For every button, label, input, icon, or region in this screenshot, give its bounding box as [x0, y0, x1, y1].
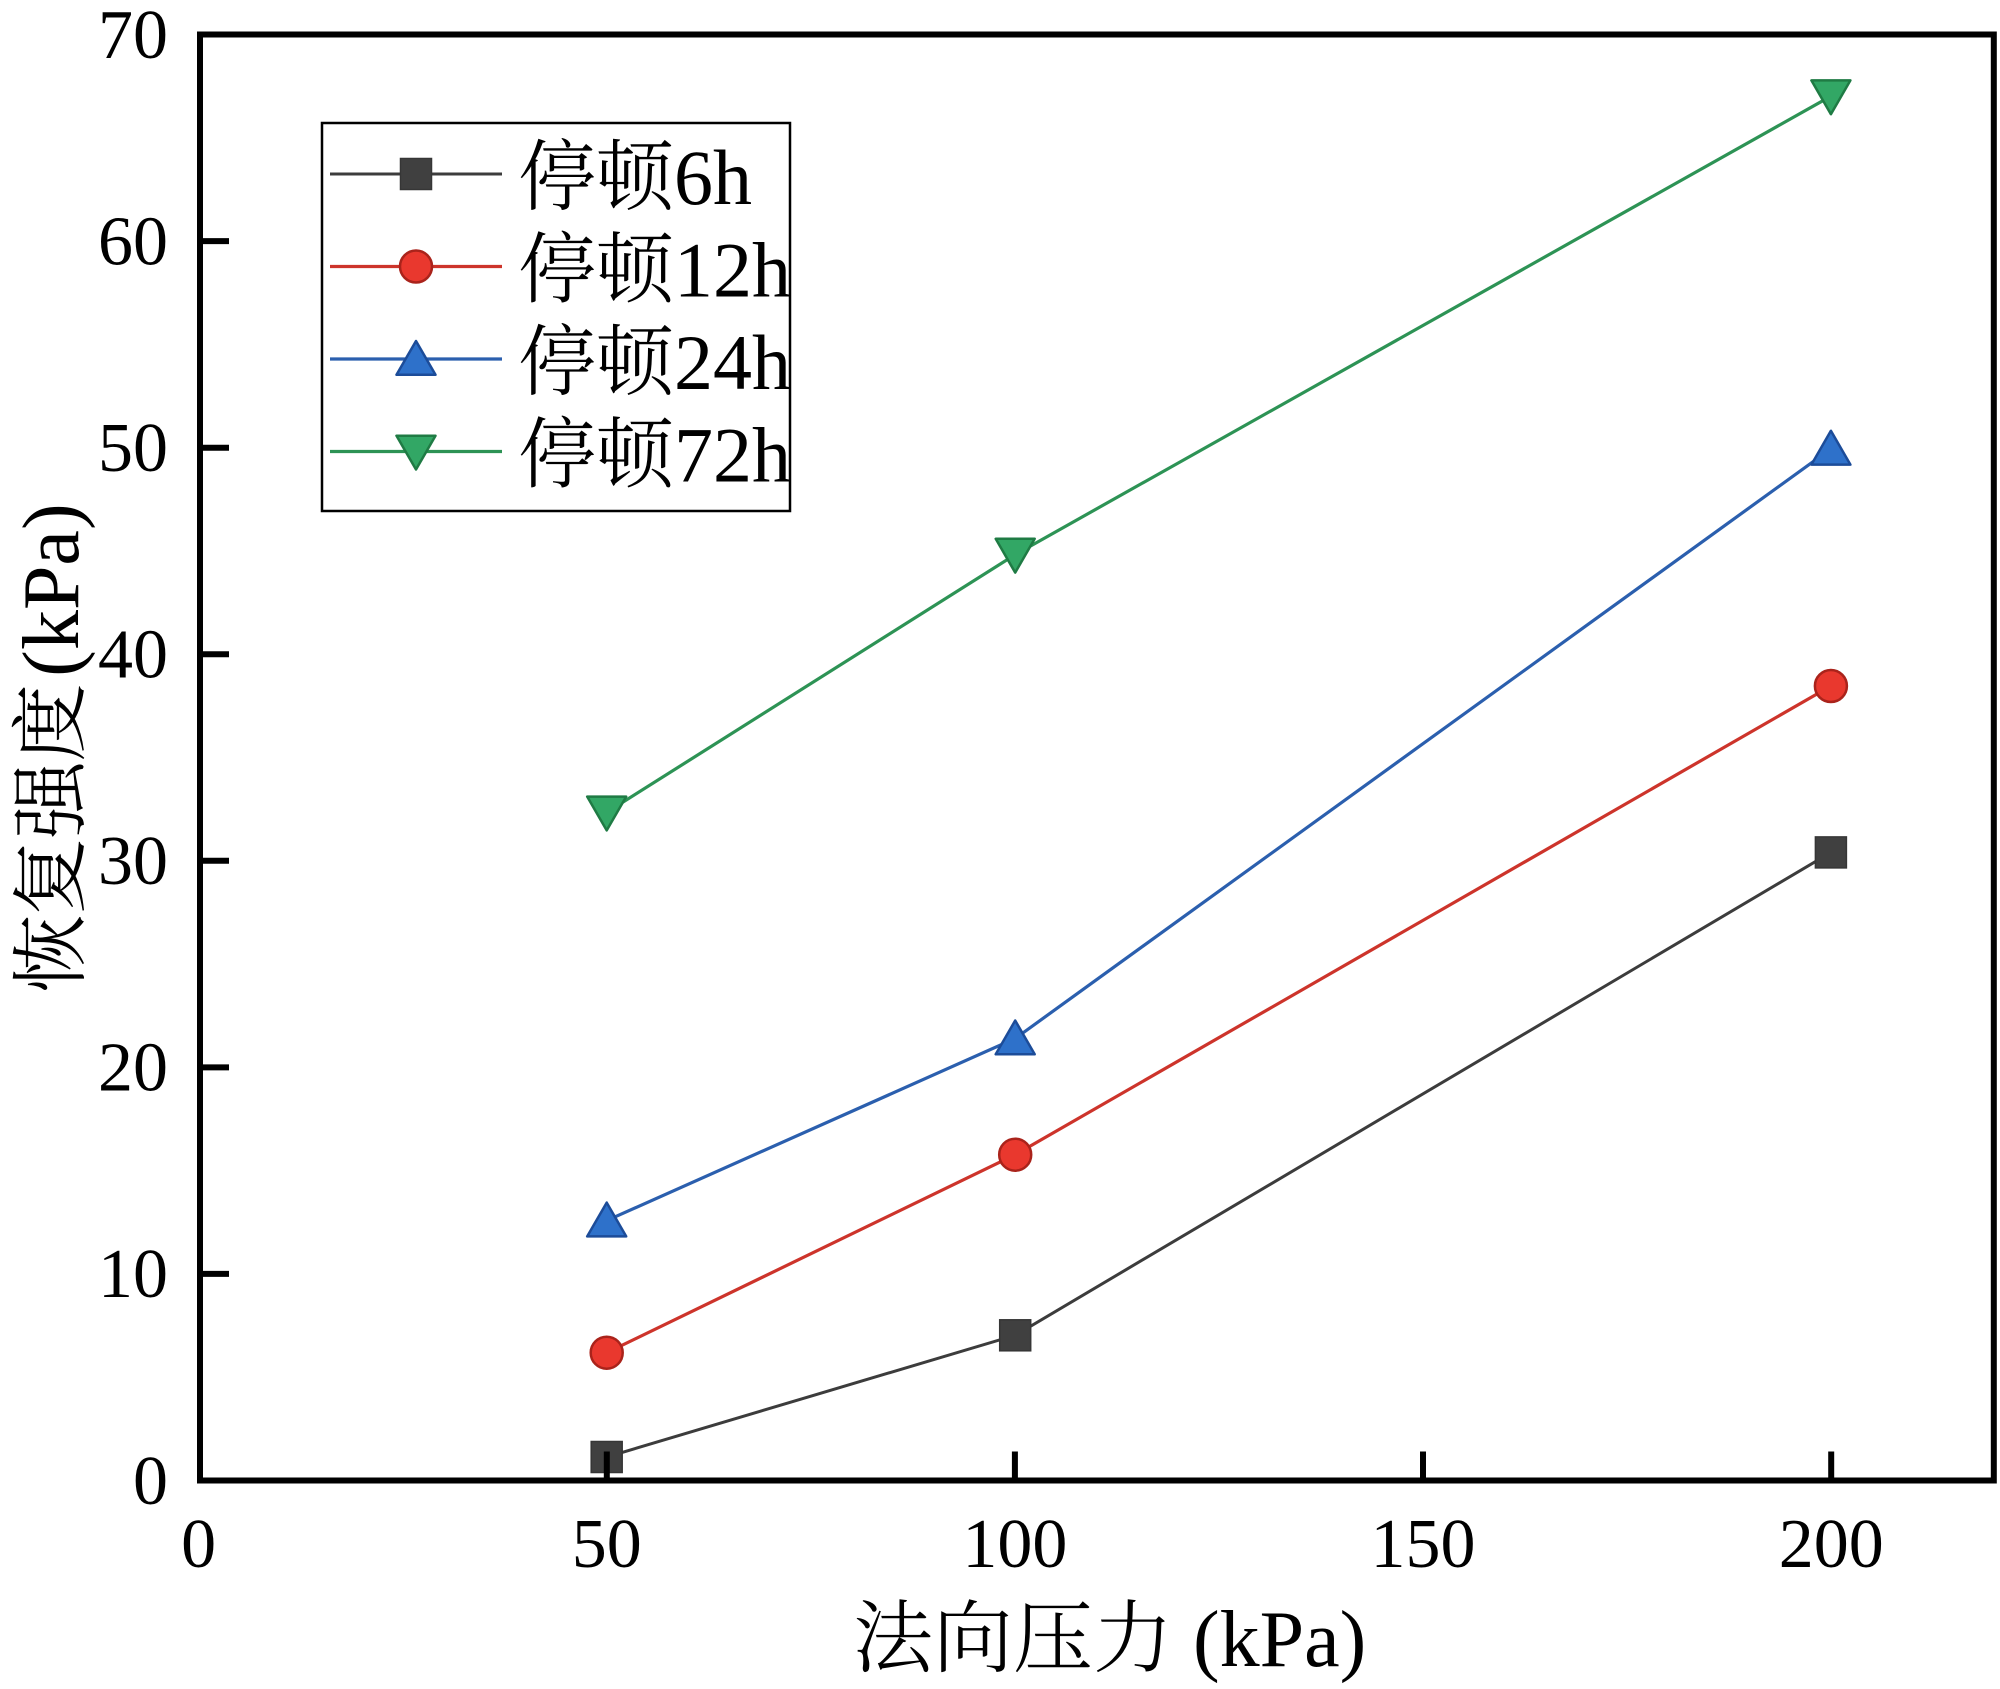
svg-text:12h: 12h [674, 226, 791, 313]
svg-text:72h: 72h [674, 411, 791, 498]
svg-text:70: 70 [98, 0, 168, 74]
svg-text:60: 60 [98, 203, 168, 280]
svg-text:(kPa): (kPa) [1193, 1596, 1366, 1684]
svg-text:20: 20 [98, 1030, 168, 1107]
svg-text:10: 10 [98, 1236, 168, 1313]
svg-text:6h: 6h [674, 134, 752, 221]
svg-text:150: 150 [1371, 1506, 1476, 1583]
svg-text:100: 100 [962, 1506, 1067, 1583]
svg-text:50: 50 [572, 1506, 642, 1583]
svg-text:30: 30 [98, 823, 168, 900]
svg-text:24h: 24h [674, 319, 791, 406]
svg-text:40: 40 [98, 617, 168, 694]
svg-text:(kPa): (kPa) [8, 503, 96, 676]
svg-text:0: 0 [181, 1506, 216, 1583]
svg-text:200: 200 [1779, 1506, 1884, 1583]
svg-text:0: 0 [133, 1443, 168, 1520]
svg-text:50: 50 [98, 410, 168, 487]
